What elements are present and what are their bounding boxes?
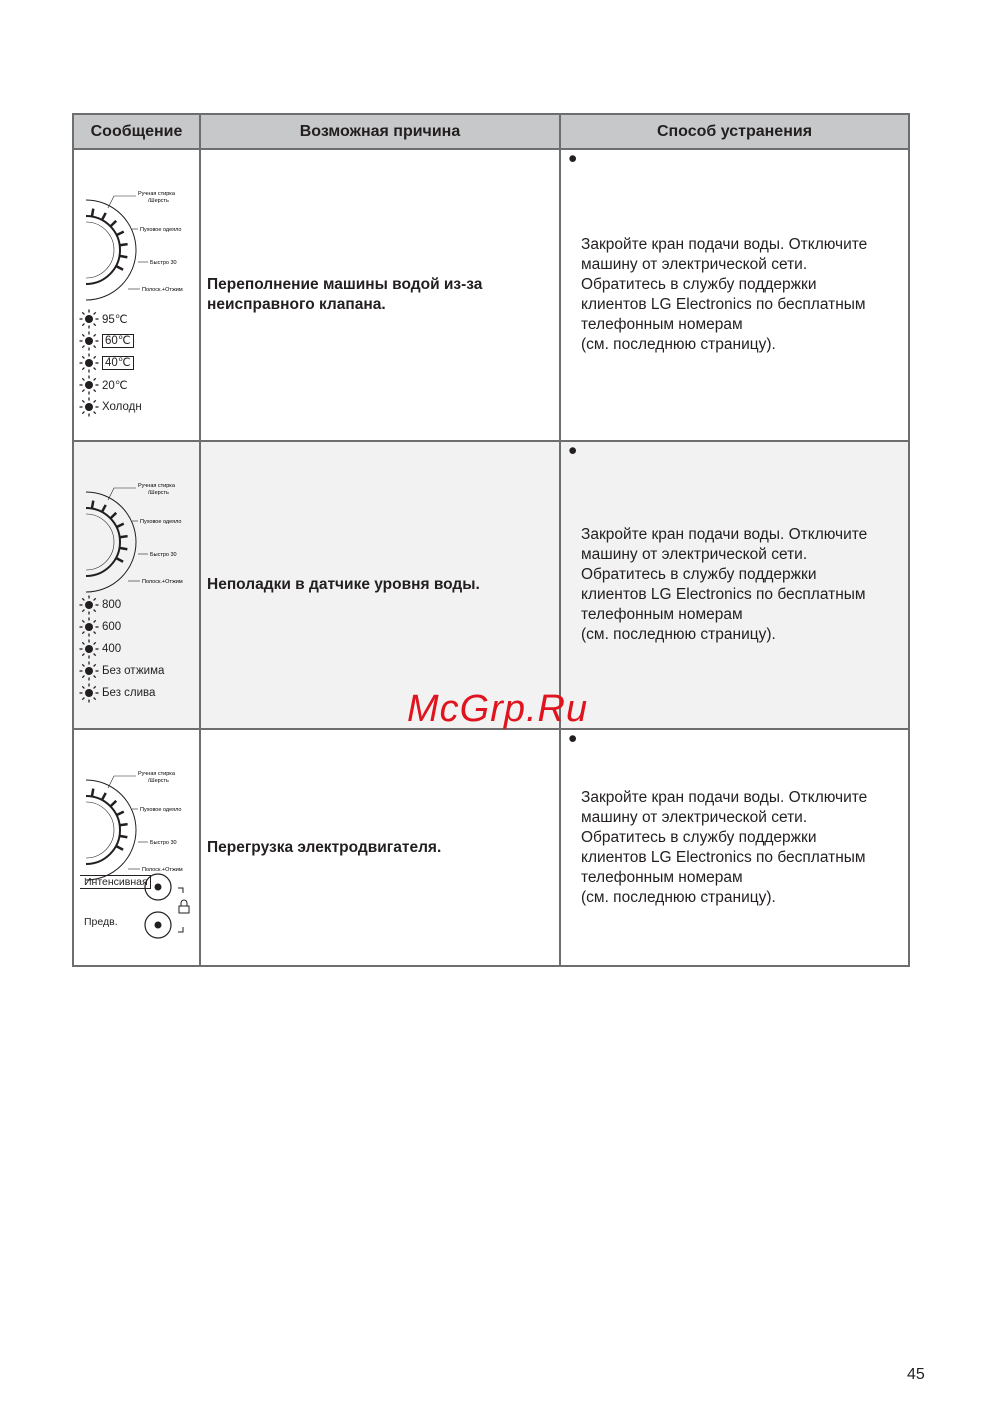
fix-line: Обратитесь в службу поддержки [581,828,817,846]
svg-text:Пуховое одеяло: Пуховое одеяло [140,519,181,525]
message-cell: Ручная стирка/Шерсть Пуховое одеяло Быстр… [72,148,201,442]
message-cell: Ручная стирка/Шерсть Пуховое одеяло Быстр… [72,728,201,967]
fix-line: телефонным номерам [581,316,743,333]
error-table: Сообщение Возможная причина Способ устра… [72,113,910,967]
fix-line: клиентов LG Electronics по бесплатным [581,296,866,313]
led-icon [78,396,100,418]
fix-line: Обратитесь в службу поддержки [581,566,817,583]
svg-text:Полоск.+Отжим: Полоск.+Отжим [142,579,183,585]
fix-cell: ● Закройте кран подачи воды. Отключите маш… [559,728,910,967]
led-icon [78,594,100,616]
fix-line: телефонным номерам [581,606,743,623]
button-led-icons [144,873,190,939]
table-row: Ручная стирка/Шерсть Пуховое одеяло Быстр… [72,440,910,730]
fix-line: машину от электрической сети. [581,546,808,563]
table-header: Сообщение Возможная причина Способ устра… [72,113,910,150]
fix-cell: ● Закройте кран подачи воды. Отключите маш… [559,148,910,442]
fix-line: клиентов LG Electronics по бесплатным [581,586,866,603]
led-icon [78,638,100,660]
svg-text:/Шерсть: /Шерсть [148,778,169,784]
indicator: 20℃ [102,380,128,392]
svg-text:Пуховое одеяло: Пуховое одеяло [140,227,181,233]
cause-cell: Переполнение машины водой из-за неисправ… [199,148,561,442]
svg-text:Пуховое одеяло: Пуховое одеяло [140,807,181,813]
fix-line: машину от электрической сети. [581,808,808,826]
lock-icon [178,905,190,914]
header-fix: Способ устранения [559,113,910,150]
fix-line: (см. последнюю страницу). [581,336,776,353]
fix-line: клиентов LG Electronics по бесплатным [581,848,866,866]
fix-line: (см. последнюю страницу). [581,626,776,643]
svg-text:Ручная стирка: Ручная стирка [138,483,176,489]
fix-line: Закройте кран подачи воды. Отключите [581,526,868,543]
indicator-list: 800 600 400 Без отжима Без слива [78,594,164,704]
svg-text:Ручная стирка: Ручная стирка [138,191,176,197]
svg-text:Полоск.+Отжим: Полоск.+Отжим [142,867,183,873]
fix-line: (см. последнюю страницу). [581,888,776,906]
fix-line: телефонным номерам [581,868,743,886]
fix-cell: ● Закройте кран подачи воды. Отключите маш… [559,440,910,730]
fix-line: машину от электрической сети. [581,256,808,273]
header-message: Сообщение [72,113,201,150]
led-icon [78,330,100,352]
table-row: Ручная стирка/Шерсть Пуховое одеяло Быстр… [72,728,910,967]
cause-cell: Неполадки в датчике уровня воды. [199,440,561,730]
indicator: 800 [102,599,122,611]
led-icon [78,374,100,396]
svg-text:/Шерсть: /Шерсть [148,490,169,496]
fix-line: Закройте кран подачи воды. Отключите [581,788,868,806]
table-row: Ручная стирка/Шерсть Пуховое одеяло Быстр… [72,148,910,442]
cause-cell: Перегрузка электродвигателя. [199,728,561,967]
led-icon [78,352,100,374]
svg-text:Быстро 30: Быстро 30 [150,260,177,266]
led-icon [78,660,100,682]
indicator: Холодн [102,401,142,413]
header-cause: Возможная причина [199,113,561,150]
led-icon [78,308,100,330]
svg-text:/Шерсть: /Шерсть [148,198,169,204]
svg-text:Быстро 30: Быстро 30 [150,552,177,558]
indicator: 60℃ [102,334,134,348]
watermark: McGrp.Ru [407,688,589,730]
fix-line: Закройте кран подачи воды. Отключите [581,236,868,253]
indicator-list: 95℃ 60℃ 40℃ 20℃ Холодн [78,308,142,418]
svg-text:Быстро 30: Быстро 30 [150,840,177,846]
fix-line: Обратитесь в службу поддержки [581,276,817,293]
option-prewash: Предв. [84,916,118,928]
indicator: 600 [102,621,122,633]
indicator: Без отжима [102,665,165,677]
svg-text:Ручная стирка: Ручная стирка [138,771,176,777]
message-cell: Ручная стирка/Шерсть Пуховое одеяло Быстр… [72,440,201,730]
svg-text:Полоск.+Отжим: Полоск.+Отжим [142,287,183,293]
indicator: 95℃ [102,314,128,326]
led-icon [78,682,100,704]
indicator: 40℃ [102,356,134,370]
page-number: 45 [907,1366,925,1383]
led-icon [78,616,100,638]
indicator: Без слива [102,687,156,699]
indicator: 400 [102,643,122,655]
option-intensive: Интенсивная [80,875,151,889]
